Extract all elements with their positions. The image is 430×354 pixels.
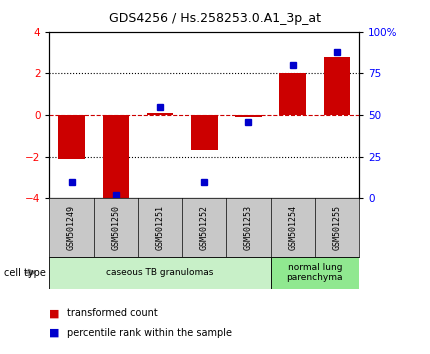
Text: percentile rank within the sample: percentile rank within the sample [67, 328, 232, 338]
Text: GSM501251: GSM501251 [156, 205, 165, 250]
Text: GSM501255: GSM501255 [332, 205, 341, 250]
Text: cell type: cell type [4, 268, 46, 278]
Bar [191, 115, 218, 150]
Text: ■: ■ [49, 308, 60, 318]
Bar [102, 115, 129, 199]
Text: transformed count: transformed count [67, 308, 157, 318]
Text: caseous TB granulomas: caseous TB granulomas [106, 268, 214, 277]
Bar [235, 115, 262, 117]
Text: GSM501254: GSM501254 [288, 205, 297, 250]
Text: GSM501249: GSM501249 [67, 205, 76, 250]
Text: GSM501252: GSM501252 [200, 205, 209, 250]
Text: GSM501253: GSM501253 [244, 205, 253, 250]
Bar [147, 113, 173, 115]
Bar [324, 57, 350, 115]
Text: GDS4256 / Hs.258253.0.A1_3p_at: GDS4256 / Hs.258253.0.A1_3p_at [109, 12, 321, 25]
Bar [270, 257, 359, 289]
Text: normal lung
parenchyma: normal lung parenchyma [286, 263, 343, 282]
Bar [280, 74, 306, 115]
Text: GSM501250: GSM501250 [111, 205, 120, 250]
Bar [49, 257, 270, 289]
Bar [58, 115, 85, 159]
Text: ■: ■ [49, 328, 60, 338]
